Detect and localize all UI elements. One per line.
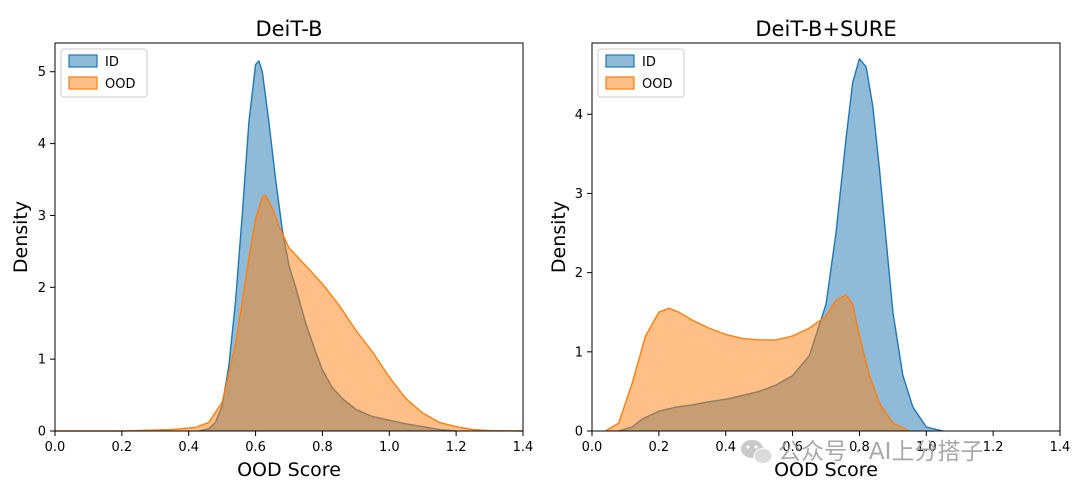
x-tick-label: 0.2 bbox=[649, 440, 670, 455]
chart-deit-b: DeiT-B 0.0 0.2 0.4 0.6 0.8 1.0 1.2 1.4 0 1 2 3 4 5 O… bbox=[10, 17, 533, 481]
x-tick-label: 0.0 bbox=[45, 440, 66, 455]
legend-swatch-id bbox=[605, 54, 635, 68]
series-layer bbox=[605, 58, 944, 432]
wechat-icon bbox=[741, 440, 773, 464]
y-tick-label: 2 bbox=[38, 281, 46, 296]
x-tick-label: 1.0 bbox=[916, 440, 937, 455]
legend-swatch-ood bbox=[605, 76, 635, 90]
x-tick-label: 0.0 bbox=[582, 440, 603, 455]
x-axis: 0.0 0.2 0.4 0.6 0.8 1.0 1.2 1.4 bbox=[45, 431, 534, 455]
plot-frame bbox=[54, 42, 524, 432]
density-line-ood bbox=[605, 294, 910, 432]
x-axis-label: OOD Score bbox=[237, 459, 341, 481]
legend-swatch-id bbox=[68, 54, 98, 68]
y-axis-label: Density bbox=[10, 201, 32, 273]
y-tick-label: 4 bbox=[38, 137, 46, 152]
y-tick-label: 0 bbox=[575, 425, 583, 440]
x-tick-label: 1.0 bbox=[379, 440, 400, 455]
density-area-ood bbox=[605, 294, 910, 431]
y-tick-label: 2 bbox=[575, 266, 583, 281]
chart-deit-b-sure: DeiT-B+SURE 0.0 0.2 0.4 0.6 0.8 1.0 1.2 1.4 0 1 2… bbox=[548, 17, 1070, 481]
x-tick-label: 1.2 bbox=[983, 440, 1004, 455]
watermark-text: 公众号 · AI上分搭子 bbox=[778, 439, 983, 465]
legend: ID OOD bbox=[597, 48, 685, 98]
x-tick-label: 0.8 bbox=[849, 440, 870, 455]
density-area-ood bbox=[55, 195, 523, 431]
y-tick-label: 4 bbox=[575, 108, 583, 123]
legend: ID OOD bbox=[60, 48, 148, 98]
legend-label-id: ID bbox=[642, 55, 656, 70]
x-tick-label: 0.2 bbox=[112, 440, 133, 455]
x-tick-label: 0.6 bbox=[782, 440, 803, 455]
y-tick-label: 3 bbox=[575, 187, 583, 202]
x-axis-label: OOD Score bbox=[774, 459, 878, 481]
legend-swatch-ood bbox=[68, 76, 98, 90]
chart-title: DeiT-B bbox=[255, 17, 322, 41]
density-area-id bbox=[618, 58, 943, 432]
y-axis: 0 1 2 3 4 5 bbox=[38, 65, 55, 440]
legend-label-ood: OOD bbox=[642, 77, 672, 92]
x-tick-label: 0.4 bbox=[715, 440, 736, 455]
y-tick-label: 5 bbox=[38, 65, 46, 80]
series-layer bbox=[55, 60, 524, 432]
chart-title: DeiT-B+SURE bbox=[755, 17, 896, 41]
x-tick-label: 0.8 bbox=[312, 440, 333, 455]
watermark: 公众号 · AI上分搭子 bbox=[741, 439, 983, 465]
y-axis: 0 1 2 3 4 bbox=[575, 108, 592, 440]
x-tick-label: 1.4 bbox=[1050, 440, 1071, 455]
y-tick-label: 1 bbox=[38, 353, 46, 368]
x-tick-label: 1.4 bbox=[513, 440, 534, 455]
y-tick-label: 0 bbox=[38, 425, 46, 440]
y-tick-label: 3 bbox=[38, 209, 46, 224]
y-axis-label: Density bbox=[548, 201, 570, 273]
x-tick-label: 1.2 bbox=[446, 440, 467, 455]
legend-label-ood: OOD bbox=[105, 77, 135, 92]
plot-frame bbox=[591, 42, 1061, 432]
x-axis: 0.0 0.2 0.4 0.6 0.8 1.0 1.2 1.4 bbox=[582, 431, 1071, 455]
y-tick-label: 1 bbox=[575, 345, 583, 360]
density-line-ood bbox=[55, 194, 524, 432]
legend-label-id: ID bbox=[105, 55, 119, 70]
x-tick-label: 0.6 bbox=[245, 440, 266, 455]
x-tick-label: 0.4 bbox=[178, 440, 199, 455]
